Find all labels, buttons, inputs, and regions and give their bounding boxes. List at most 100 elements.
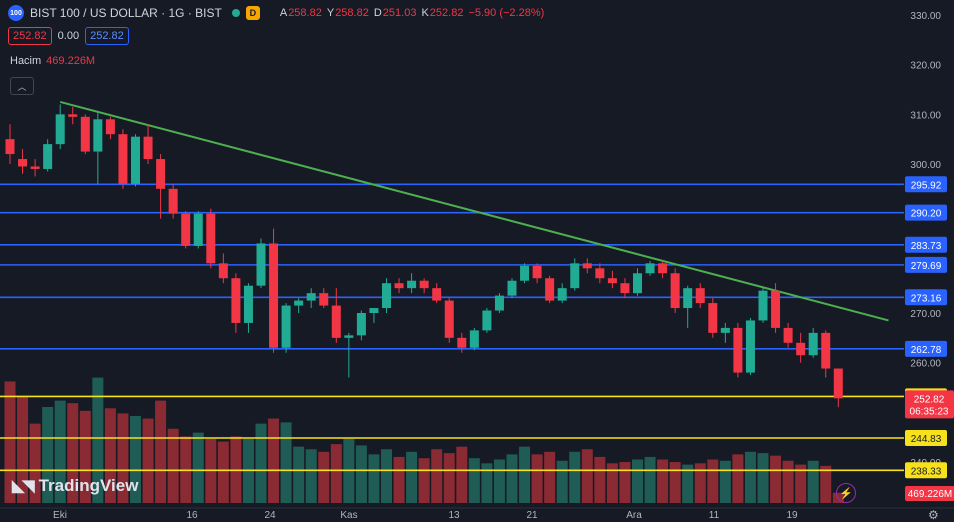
- candle-body: [143, 136, 153, 160]
- candle-body: [181, 213, 191, 246]
- volume-bar: [632, 459, 643, 503]
- candle-body: [281, 305, 291, 348]
- volume-bar: [707, 459, 719, 503]
- candle-body: [68, 114, 78, 117]
- x-tick-label: 19: [786, 510, 798, 519]
- volume-bar: [807, 460, 819, 503]
- candle-body: [720, 327, 730, 333]
- buy-price-button[interactable]: 252.82: [85, 27, 129, 45]
- volume-bar: [29, 423, 41, 503]
- y-tick-label: 300.00: [910, 160, 941, 171]
- candle-body: [833, 368, 843, 399]
- candle-body: [394, 283, 404, 289]
- level-label: 290.20: [911, 209, 942, 220]
- candle-body: [344, 335, 354, 338]
- level-label-box: [905, 176, 947, 193]
- volume-bar: [142, 418, 154, 503]
- collapse-legend-button[interactable]: ︿: [10, 77, 34, 95]
- volume-bar: [330, 444, 342, 503]
- candle-body: [645, 263, 655, 274]
- candle-body: [545, 278, 555, 301]
- volume-bar: [318, 451, 330, 503]
- sell-price-button[interactable]: 252.82: [8, 27, 52, 45]
- tradingview-logo-icon: ◣◥: [12, 478, 35, 495]
- volume-last-label: 469.226M: [908, 489, 952, 500]
- volume-bar: [619, 462, 631, 503]
- candle-body: [93, 119, 103, 152]
- volume-bar: [744, 451, 756, 503]
- volume-bar: [92, 377, 104, 503]
- level-label-box: [905, 462, 947, 479]
- symbol-title[interactable]: BIST 100 / US DOLLAR · 1G · BIST: [30, 6, 222, 20]
- volume-bar: [217, 441, 229, 503]
- candle-body: [595, 268, 605, 279]
- candle-body: [80, 116, 90, 152]
- level-label: 238.33: [911, 466, 942, 477]
- volume-bar: [117, 413, 129, 503]
- candle-body: [821, 332, 831, 369]
- level-label: 283.73: [911, 241, 942, 252]
- candle-body: [5, 139, 15, 155]
- candle-body: [55, 114, 65, 145]
- volume-bar: [4, 381, 16, 503]
- y-tick-label: 310.00: [910, 110, 941, 121]
- candle-body: [745, 320, 755, 373]
- ohlc-values: A258.82 Y258.82 D251.03 K252.82 −5.90 (−…: [280, 7, 544, 19]
- volume-bar: [456, 446, 468, 503]
- trend-line: [59, 100, 889, 322]
- x-tick-label: Ara: [626, 510, 642, 519]
- volume-bar: [657, 459, 669, 503]
- candle-body: [382, 283, 391, 309]
- volume-bar: [104, 408, 116, 503]
- candle-body: [670, 273, 680, 309]
- volume-bar: [381, 449, 392, 503]
- level-label: 279.69: [911, 261, 942, 272]
- tradingview-wordmark: TradingView: [38, 476, 139, 495]
- level-label: 262.78: [911, 345, 942, 356]
- y-tick-label: 330.00: [910, 11, 941, 22]
- x-tick-label: Kas: [340, 510, 357, 519]
- volume-bar: [17, 396, 29, 503]
- volume-bar: [544, 451, 556, 503]
- candle-body: [771, 290, 781, 328]
- tradingview-logo[interactable]: ◣◥ TradingView: [12, 476, 138, 496]
- y-tick-label: 320.00: [910, 61, 941, 72]
- candle-body: [419, 280, 429, 289]
- candle-body: [557, 288, 567, 301]
- volume-bar: [393, 456, 405, 503]
- flash-icon[interactable]: ⚡: [836, 483, 856, 503]
- volume-bar: [293, 446, 305, 503]
- volume-bar: [506, 454, 518, 503]
- candle-body: [507, 280, 517, 296]
- ohlc-close: K252.82: [421, 7, 464, 19]
- volume-bar: [732, 454, 744, 503]
- volume-bar: [531, 454, 543, 503]
- level-label-box: [905, 430, 947, 447]
- candle-body: [683, 288, 693, 309]
- interval-badge[interactable]: D: [245, 6, 260, 20]
- chart-header: 100 BIST 100 / US DOLLAR · 1G · BIST D A…: [8, 4, 544, 22]
- candle-body: [369, 308, 379, 313]
- volume-bar: [519, 446, 531, 503]
- candle-body: [469, 330, 479, 348]
- volume-label[interactable]: Hacim: [10, 55, 42, 67]
- volume-bar: [719, 460, 731, 503]
- volume-bar: [682, 464, 694, 503]
- volume-bar: [155, 400, 167, 503]
- candle-body: [796, 342, 806, 356]
- ohlc-open: A258.82: [279, 7, 322, 19]
- volume-last-box: [905, 486, 954, 501]
- gear-icon[interactable]: ⚙: [928, 508, 939, 522]
- candle-body: [708, 303, 718, 333]
- candle-body: [570, 263, 580, 289]
- volume-bar: [468, 458, 480, 503]
- volume-bar: [443, 453, 455, 503]
- level-label-box: [905, 256, 947, 273]
- candle-body: [105, 119, 115, 135]
- candle-body: [658, 263, 668, 274]
- chevron-up-icon: ︿: [17, 81, 27, 92]
- volume-bar: [368, 454, 380, 503]
- candle-body: [18, 159, 28, 167]
